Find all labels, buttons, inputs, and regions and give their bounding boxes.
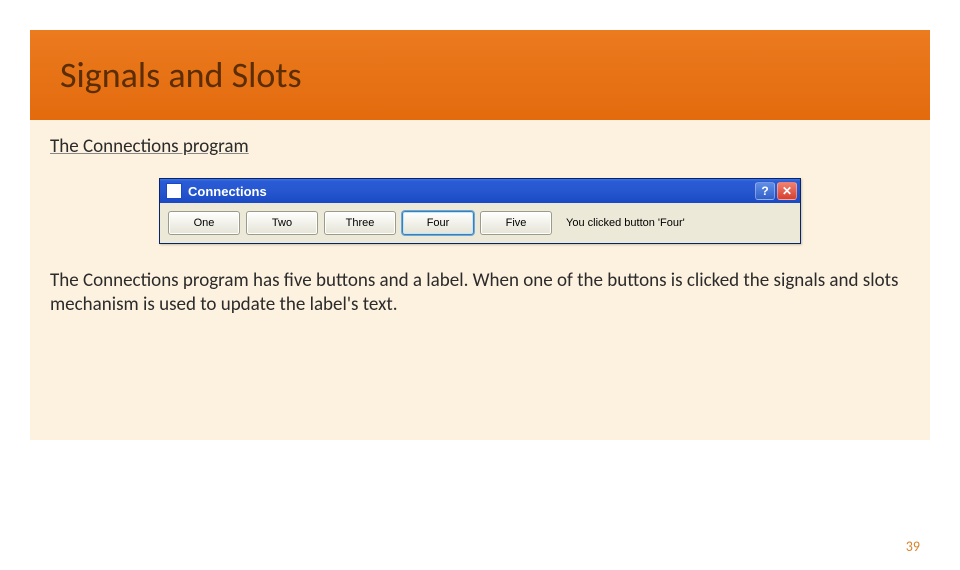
window-controls: ? ✕ <box>755 182 797 200</box>
section-subtitle: The Connections program <box>50 135 910 158</box>
button-five[interactable]: Five <box>480 211 552 235</box>
system-menu-icon[interactable] <box>166 183 182 199</box>
button-four[interactable]: Four <box>402 211 474 235</box>
status-label: You clicked button 'Four' <box>566 217 685 229</box>
body-paragraph: The Connections program has five buttons… <box>50 269 910 317</box>
slide-body: The Connections program Connections ? ✕ … <box>30 120 930 440</box>
screenshot-container: Connections ? ✕ One Two Three Four Five … <box>50 178 910 244</box>
button-two[interactable]: Two <box>246 211 318 235</box>
close-button[interactable]: ✕ <box>777 182 797 200</box>
slide-title: Signals and Slots <box>60 53 302 97</box>
slide-header: Signals and Slots <box>30 30 930 120</box>
help-button[interactable]: ? <box>755 182 775 200</box>
window-title: Connections <box>188 184 755 199</box>
button-one[interactable]: One <box>168 211 240 235</box>
button-three[interactable]: Three <box>324 211 396 235</box>
titlebar: Connections ? ✕ <box>160 179 800 203</box>
page-number: 39 <box>906 538 920 555</box>
xp-window: Connections ? ✕ One Two Three Four Five … <box>159 178 801 244</box>
window-client-area: One Two Three Four Five You clicked butt… <box>160 203 800 243</box>
